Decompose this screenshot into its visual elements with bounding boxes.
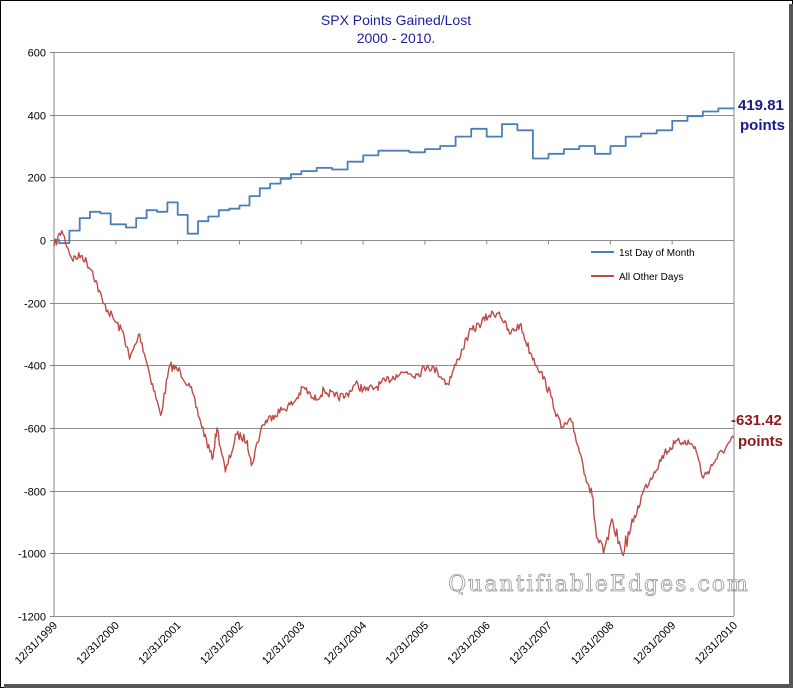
chart-title: SPX Points Gained/Lost [321,12,471,28]
y-tick-label: -1200 [18,612,46,624]
x-tick-label: 12/31/2005 [384,620,431,667]
x-tick-label: 12/31/2003 [260,620,307,667]
y-tick-label: -200 [24,299,46,311]
x-tick-label: 12/31/2001 [136,620,183,667]
annotation-unit-first-day: points [740,117,785,134]
legend: 1st Day of Month All Other Days [591,248,695,283]
y-tick-label: 0 [40,236,46,248]
y-axis: 600 400 200 0 -200 -400 -600 -800 -1000 -1200 [18,48,54,624]
annotation-first-day: 419.81 points [738,97,785,134]
frame-shadow-right [789,4,793,688]
legend-label-first-day: 1st Day of Month [619,248,695,259]
watermark: QuantifiableEdges.com [448,572,750,597]
y-tick-label: 400 [28,111,46,123]
annotation-value-first-day: 419.81 [738,97,784,114]
legend-label-other-days: All Other Days [619,272,683,283]
grid-lines [53,52,735,617]
y-tick-label: -400 [24,361,46,373]
x-tick-label: 12/31/2002 [198,620,245,667]
y-tick-label: -1000 [18,549,46,561]
chart-subtitle: 2000 - 2010. [357,30,436,46]
x-tick-label: 12/31/2007 [507,620,554,667]
x-tick-label: 12/31/2004 [322,620,369,667]
x-tick-label: 12/31/2010 [693,620,740,667]
y-tick-label: -600 [24,424,46,436]
frame-shadow-bottom [4,684,793,688]
series-group [53,107,735,557]
x-tick-label: 12/31/2000 [75,620,122,667]
y-tick-label: -800 [24,487,46,499]
x-tick-label: 12/31/2009 [631,620,678,667]
x-tick-label: 12/31/2008 [569,620,616,667]
annotation-value-other-days: -631.42 [731,412,782,429]
y-tick-label: 600 [28,48,46,60]
x-tick-label: 12/31/2006 [445,620,492,667]
annotation-unit-other-days: points [738,433,783,450]
series-line-first-day [54,107,735,244]
annotation-other-days: -631.42 points [731,412,783,450]
series-line-other-days [53,229,735,557]
x-axis: 12/31/1999 12/31/2000 12/31/2001 12/31/2002… [13,240,740,667]
y-tick-label: 200 [28,173,46,185]
x-tick-label: 12/31/1999 [13,620,60,667]
